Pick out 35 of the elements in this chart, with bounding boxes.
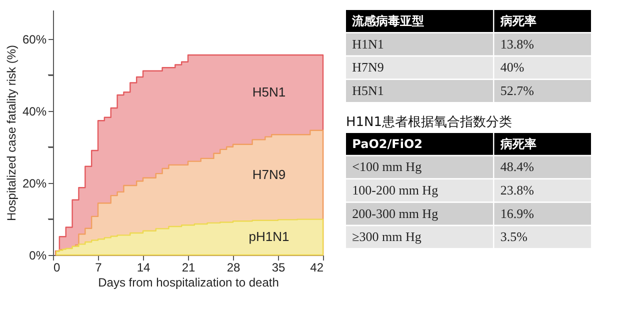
text: H1N1患者根据氧合指数分类 [346, 115, 512, 130]
x-tick-label: 0 [54, 260, 60, 274]
x-tick-label: 28 [226, 260, 240, 274]
text: 23.8% [500, 182, 534, 198]
series-label: H5N1 [252, 84, 286, 100]
category-label: H5N1 [352, 83, 384, 98]
text: 病死率 [499, 136, 536, 151]
y-tick-label: 20% [22, 176, 47, 190]
category-label: 200-300 mm Hg [352, 206, 439, 221]
text: 13.8% [500, 36, 534, 52]
text: 16.9% [500, 206, 534, 221]
category-label: 100-200 mm Hg [352, 182, 439, 198]
x-axis-title: Days from hospitalization to death [98, 276, 279, 290]
category-label: <100 mm Hg [352, 159, 422, 174]
x-tick-label: 42 [310, 260, 324, 274]
text: 3.5% [500, 229, 528, 244]
x-tick-label: 35 [272, 260, 286, 274]
category-label: H1N1 [352, 36, 384, 52]
text: PaO2/FiO2 [352, 136, 422, 151]
y-tick-label: 0% [29, 248, 47, 262]
x-tick-label: 21 [182, 260, 196, 274]
x-tick-label: 7 [95, 260, 102, 274]
text: 48.4% [500, 159, 534, 174]
category-label: H7N9 [352, 60, 384, 75]
y-tick-label: 40% [22, 104, 47, 118]
x-tick-label: 14 [136, 260, 150, 274]
y-tick-label: 60% [22, 32, 47, 46]
series-label: H7N9 [252, 166, 286, 182]
category-label: ≥300 mm Hg [352, 229, 422, 244]
text: 40% [500, 60, 524, 75]
y-axis-title: Hospitalized case fatality risk (%) [4, 44, 18, 222]
text: 流感病毒亚型 [351, 14, 424, 28]
text: 病死率 [499, 14, 536, 28]
text: 52.7% [500, 83, 534, 98]
series-label: pH1N1 [248, 229, 290, 244]
